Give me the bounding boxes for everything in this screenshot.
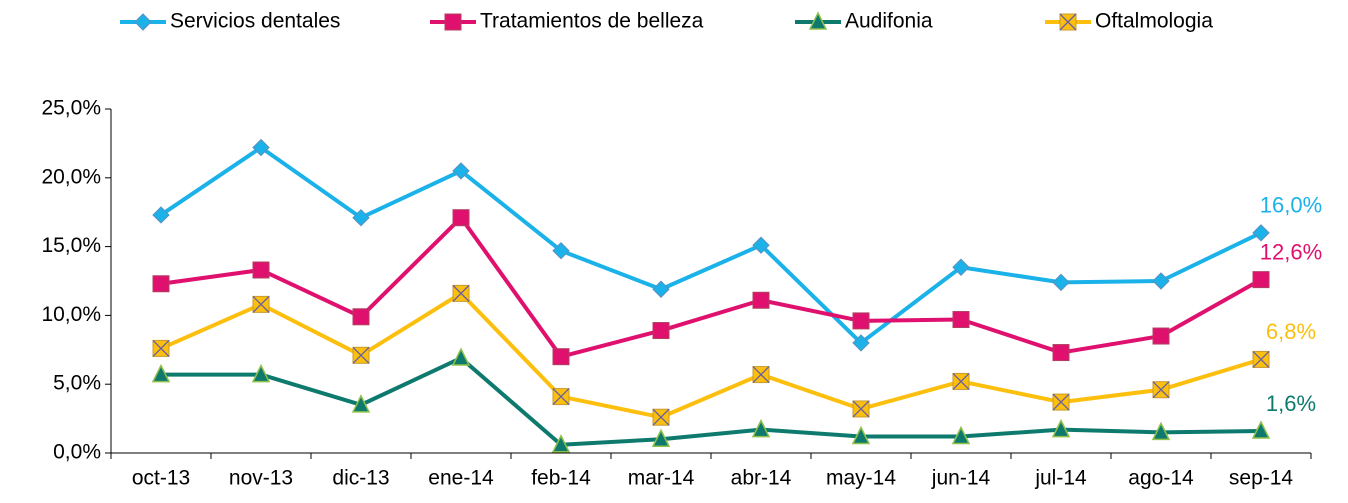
marker xyxy=(951,425,971,445)
marker xyxy=(752,366,770,384)
x-tick-label: sep-14 xyxy=(1229,467,1294,490)
marker xyxy=(651,428,671,447)
marker xyxy=(552,242,570,260)
marker xyxy=(752,236,770,254)
marker xyxy=(652,408,670,426)
marker xyxy=(452,162,470,180)
marker xyxy=(1052,273,1070,292)
marker xyxy=(652,322,670,340)
y-tick-label: 5,0% xyxy=(53,372,101,395)
marker xyxy=(1251,420,1271,439)
marker xyxy=(1152,327,1170,345)
x-tick-label: oct-13 xyxy=(132,467,190,490)
y-tick-label: 20,0% xyxy=(41,165,101,188)
marker xyxy=(134,13,152,31)
x-tick-label: nov-13 xyxy=(229,467,293,490)
series-line xyxy=(161,356,1262,447)
series-line xyxy=(159,145,1262,345)
legend-label: Servicios dentales xyxy=(170,10,340,33)
marker xyxy=(152,206,170,224)
marker xyxy=(251,363,271,383)
marker xyxy=(551,434,571,453)
y-tick-label: 10,0% xyxy=(41,303,101,326)
x-tick-label: abr-14 xyxy=(731,467,792,490)
marker xyxy=(252,295,270,313)
marker xyxy=(1252,350,1270,368)
x-tick-label: ago-14 xyxy=(1128,467,1194,490)
legend-label: Audifonia xyxy=(845,10,933,33)
data-label: 16,0% xyxy=(1260,193,1322,218)
marker xyxy=(352,308,370,326)
marker xyxy=(1051,418,1071,438)
marker xyxy=(152,339,170,357)
marker xyxy=(1252,224,1270,242)
y-tick-label: 25,0% xyxy=(41,97,101,120)
marker xyxy=(1152,381,1170,399)
marker xyxy=(252,261,270,279)
x-tick-label: jun-14 xyxy=(931,467,991,490)
marker xyxy=(351,394,371,413)
marker xyxy=(252,138,270,157)
marker xyxy=(852,312,870,330)
x-tick-label: feb-14 xyxy=(531,467,591,490)
marker xyxy=(1059,13,1077,31)
x-tick-label: may-14 xyxy=(826,467,896,490)
x-tick-label: ene-14 xyxy=(428,467,494,490)
marker xyxy=(652,280,670,298)
data-label: 12,6% xyxy=(1260,239,1322,264)
marker xyxy=(451,347,471,366)
marker xyxy=(452,209,470,227)
marker xyxy=(1052,393,1070,411)
y-tick-label: 0,0% xyxy=(53,441,101,464)
marker xyxy=(452,284,470,302)
marker xyxy=(1152,272,1170,290)
series-line xyxy=(160,291,1262,420)
series-line xyxy=(160,215,1262,359)
x-tick-label: dic-13 xyxy=(332,467,389,490)
marker xyxy=(851,425,871,445)
x-tick-label: mar-14 xyxy=(628,467,695,490)
marker xyxy=(151,363,171,383)
marker xyxy=(752,291,770,309)
marker xyxy=(552,348,570,366)
marker xyxy=(1151,421,1171,441)
legend-label: Oftalmologia xyxy=(1095,10,1213,33)
marker xyxy=(152,275,170,293)
marker xyxy=(952,258,970,276)
data-label: 6,8% xyxy=(1266,319,1316,344)
marker xyxy=(852,400,870,418)
marker xyxy=(552,388,570,406)
marker xyxy=(751,418,771,438)
marker xyxy=(1052,344,1070,362)
marker xyxy=(808,11,828,30)
marker xyxy=(352,208,370,227)
marker xyxy=(952,311,970,329)
marker xyxy=(444,13,462,31)
marker xyxy=(1252,271,1270,289)
marker xyxy=(352,346,370,364)
x-tick-label: jul-14 xyxy=(1034,467,1087,490)
marker xyxy=(852,334,870,352)
marker xyxy=(952,372,970,390)
legend-label: Tratamientos de belleza xyxy=(480,10,704,33)
data-label: 1,6% xyxy=(1266,391,1316,416)
y-tick-label: 15,0% xyxy=(41,234,101,257)
